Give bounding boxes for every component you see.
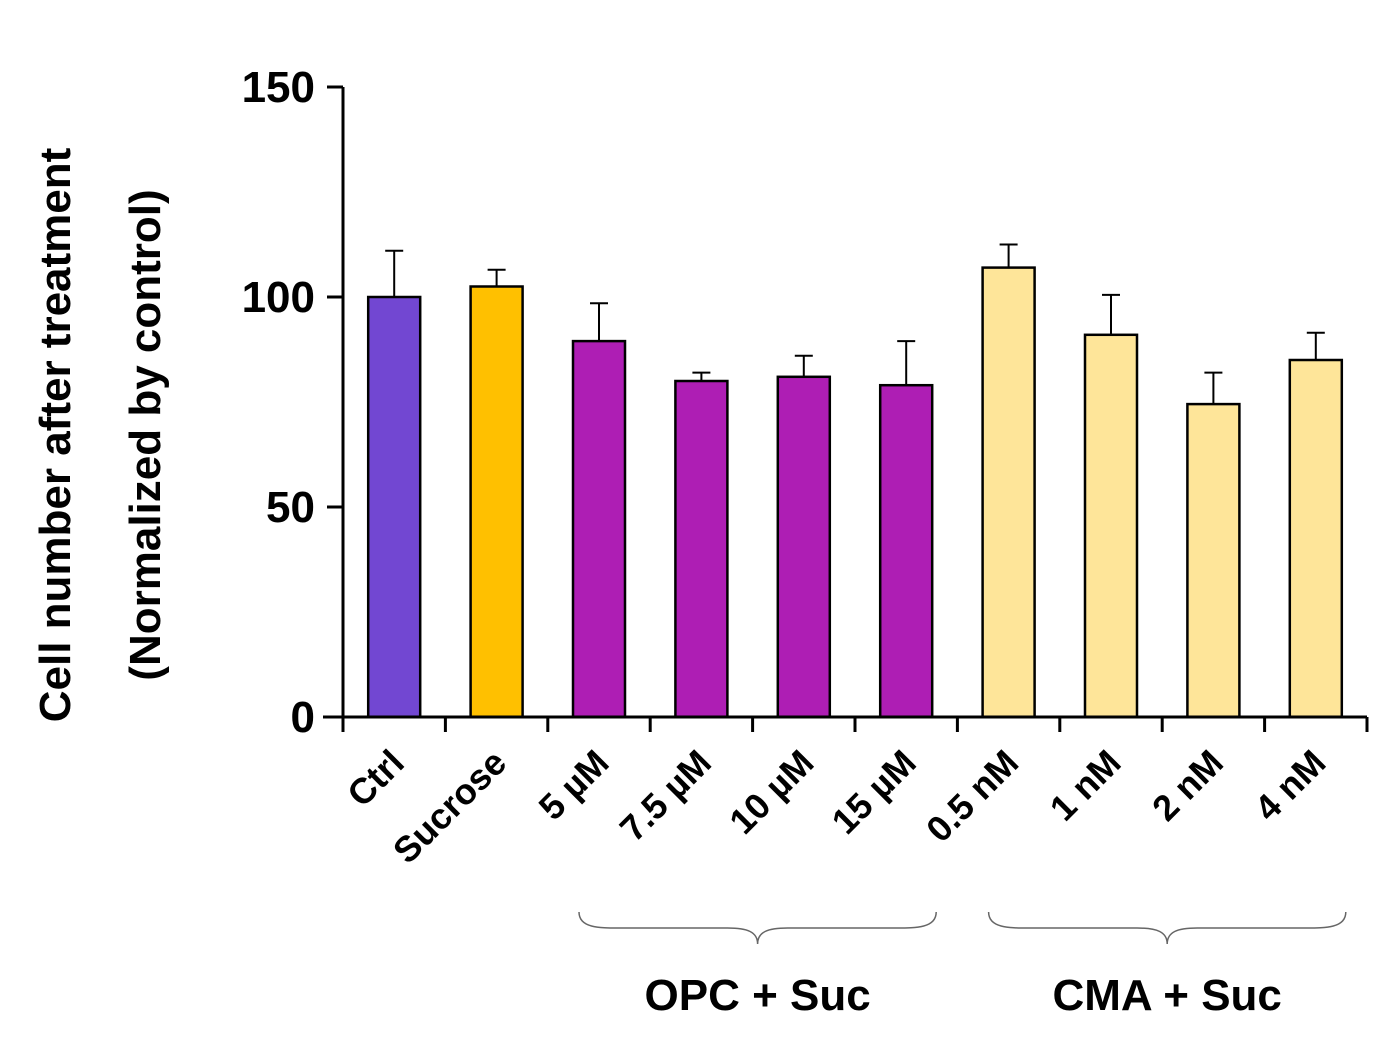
group-brace <box>987 911 1347 945</box>
error-bar-8 <box>1102 293 1120 335</box>
error-bar-5 <box>794 354 813 377</box>
x-tick-label-9: 2 nM <box>1144 742 1231 829</box>
bar-10 <box>1288 358 1344 719</box>
y-tick-label: 150 <box>242 63 315 112</box>
group-label: OPC + Suc <box>645 971 871 1020</box>
group-label: CMA + Suc <box>1052 971 1281 1020</box>
bar-2 <box>469 285 524 719</box>
error-bar-2 <box>487 268 506 287</box>
x-tick-label-4: 7.5 µM <box>612 742 719 849</box>
error-bar-4 <box>692 371 711 381</box>
error-bars <box>385 243 1325 405</box>
x-tick-label-1: Ctrl <box>339 742 412 815</box>
y-axis-title-line1: Cell number after treatment <box>31 147 80 722</box>
y-tick-label: 50 <box>266 483 315 532</box>
x-tick-label-2: Sucrose <box>385 742 514 871</box>
x-tick-label-6: 15 µM <box>824 742 924 842</box>
error-bar-3 <box>590 302 608 342</box>
error-bar-10 <box>1306 331 1325 360</box>
y-axis-title: Cell number after treatment (Normalized … <box>31 147 170 722</box>
y-tick-label: 0 <box>291 693 315 742</box>
y-axis-title-line2: (Normalized by control) <box>121 189 170 680</box>
group-brace <box>578 911 937 945</box>
bar-1 <box>366 295 422 719</box>
bar-3 <box>571 339 627 719</box>
group-brackets: OPC + Suc CMA + Suc <box>578 911 1347 1020</box>
error-bar-7 <box>999 243 1018 268</box>
x-tick-label-7: 0.5 nM <box>918 742 1026 850</box>
bar-6 <box>878 383 934 719</box>
x-tick-label-5: 10 µM <box>721 742 821 842</box>
bar-4 <box>674 379 729 719</box>
x-tick-label-10: 4 nM <box>1246 742 1333 829</box>
bar-5 <box>776 375 832 719</box>
y-tick-label: 100 <box>242 273 315 322</box>
x-tick-label-3: 5 µM <box>531 742 617 828</box>
y-axis: 0 50 100 150 <box>242 63 345 742</box>
bar-8 <box>1083 333 1139 719</box>
error-bar-6 <box>897 340 916 386</box>
x-tick-label-8: 1 nM <box>1042 742 1129 829</box>
bar-7 <box>981 266 1036 719</box>
bar-9 <box>1186 402 1241 719</box>
x-axis <box>323 715 1369 732</box>
bars <box>366 266 1344 719</box>
group-1: OPC + Suc <box>578 911 937 1020</box>
error-bar-9 <box>1204 371 1223 405</box>
error-bar-1 <box>385 249 404 297</box>
group-2: CMA + Suc <box>987 911 1347 1020</box>
